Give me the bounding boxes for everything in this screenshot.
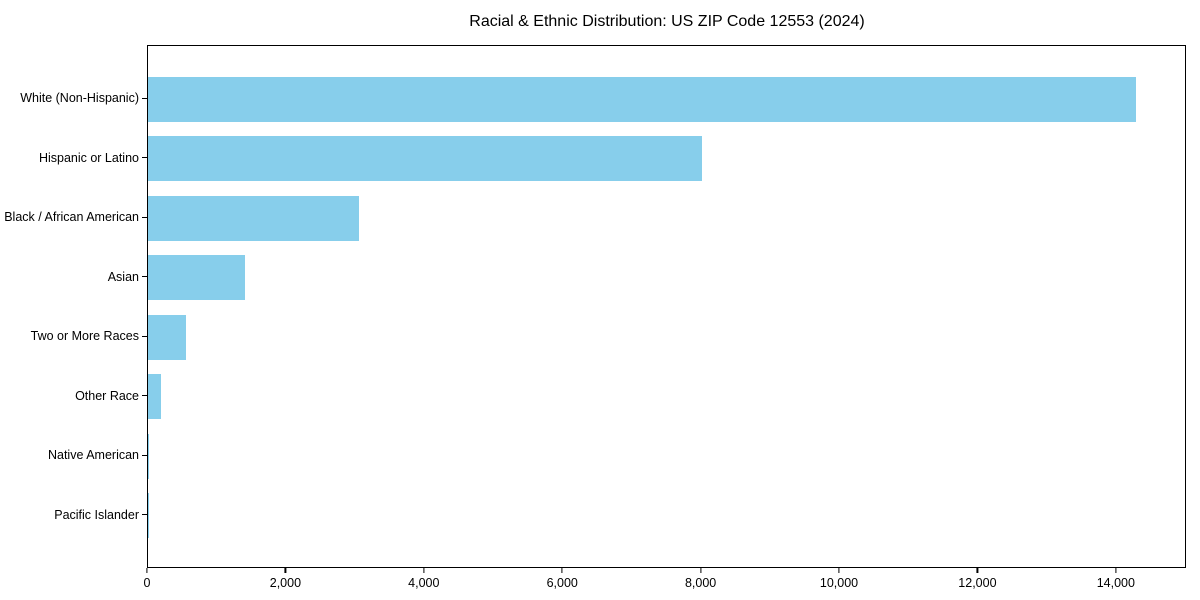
x-tick-label: 0 (143, 576, 151, 590)
y-tick-label: Two or More Races (30, 329, 139, 344)
y-tick-mark (142, 395, 147, 397)
bar-row (148, 367, 1185, 427)
plot-area (147, 45, 1186, 568)
x-axis: 0 2,000 4,000 6,000 8,000 10,000 12,000 14,000 (143, 567, 1186, 597)
y-tick-label: Hispanic or Latino (38, 150, 139, 165)
y-tick-mark (142, 276, 147, 278)
y-tick-label: Other Race (75, 388, 139, 403)
x-tick-mark (146, 568, 148, 573)
bar-row (148, 308, 1185, 368)
y-tick-mark (142, 514, 147, 516)
x-tick-mark (838, 568, 840, 573)
x-tick-label: 8,000 (684, 576, 717, 590)
y-axis-row: Native American (0, 426, 147, 486)
y-axis-row: Other Race (0, 366, 147, 426)
y-tick-label: White (Non-Hispanic) (20, 91, 139, 106)
bar-hispanic-or-latino (148, 136, 702, 182)
y-axis-row: Pacific Islander (0, 485, 147, 545)
y-tick-label: Asian (107, 269, 139, 284)
y-tick-label: Black / African American (4, 210, 139, 225)
x-tick-label: 12,000 (958, 576, 997, 590)
x-tick-label: 2,000 (269, 576, 302, 590)
x-tick-mark (423, 568, 425, 573)
y-tick-mark (142, 216, 147, 218)
y-axis-row: Two or More Races (0, 307, 147, 367)
bar-black-african-american (148, 195, 360, 241)
bars-layer (148, 46, 1185, 567)
x-tick-mark (284, 568, 286, 573)
x-tick-label: 10,000 (819, 576, 859, 590)
bar-row (148, 486, 1185, 546)
bar-row (148, 70, 1185, 130)
x-tick-label: 14,000 (1096, 576, 1135, 590)
y-tick-label: Native American (47, 448, 139, 463)
bar-row (148, 427, 1185, 487)
y-axis-row: White (Non-Hispanic) (0, 69, 147, 129)
bar-other-race (148, 374, 162, 420)
y-axis-row: Black / African American (0, 188, 147, 248)
y-tick-mark (142, 157, 147, 159)
y-axis-row: Asian (0, 247, 147, 307)
y-tick-mark (142, 335, 147, 337)
x-tick-mark (561, 568, 563, 573)
bar-row (148, 189, 1185, 249)
bar-two-or-more-races (148, 314, 187, 360)
y-tick-mark (142, 97, 147, 99)
x-tick-mark (976, 568, 979, 573)
x-tick-label: 6,000 (546, 576, 578, 590)
bar-row (148, 129, 1185, 189)
chart-title: Racial & Ethnic Distribution: US ZIP Cod… (469, 13, 865, 30)
y-tick-label: Pacific Islander (54, 507, 139, 522)
x-tick-mark (1115, 568, 1117, 573)
x-tick-mark (700, 568, 702, 573)
bar-row (148, 248, 1185, 308)
bar-white-non-hispanic (148, 76, 1136, 122)
y-axis-row: Hispanic or Latino (0, 128, 147, 188)
bar-native-american (148, 433, 150, 479)
y-axis: White (Non-Hispanic) Hispanic or Latino Bl… (0, 45, 147, 568)
x-tick-label: 4,000 (408, 576, 440, 590)
y-tick-mark (142, 454, 147, 456)
bar-asian (148, 255, 245, 301)
